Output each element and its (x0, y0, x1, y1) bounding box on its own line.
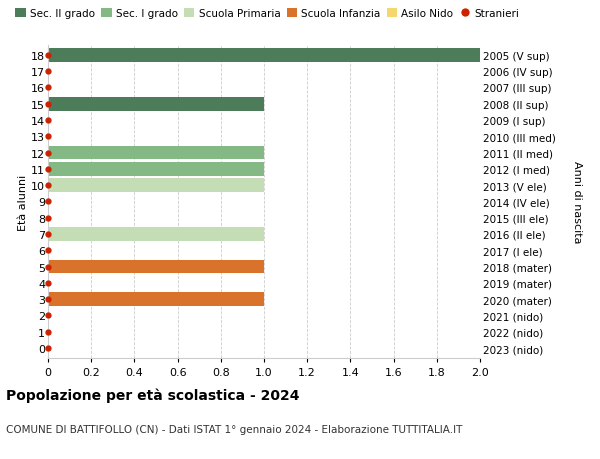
Bar (48, 146, 264, 160)
Bar (48, 97, 264, 112)
Y-axis label: Età alunni: Età alunni (19, 174, 28, 230)
Bar (48, 260, 264, 274)
Bar (48, 49, 480, 62)
Bar (48, 179, 264, 193)
Bar (48, 228, 264, 241)
Legend: Sec. II grado, Sec. I grado, Scuola Primaria, Scuola Infanzia, Asilo Nido, Stran: Sec. II grado, Sec. I grado, Scuola Prim… (11, 5, 523, 23)
Text: COMUNE DI BATTIFOLLO (CN) - Dati ISTAT 1° gennaio 2024 - Elaborazione TUTTITALIA: COMUNE DI BATTIFOLLO (CN) - Dati ISTAT 1… (6, 425, 463, 435)
Y-axis label: Anni di nascita: Anni di nascita (572, 161, 583, 243)
Bar (48, 292, 264, 307)
Bar (48, 162, 264, 176)
Text: Popolazione per età scolastica - 2024: Popolazione per età scolastica - 2024 (6, 388, 299, 403)
